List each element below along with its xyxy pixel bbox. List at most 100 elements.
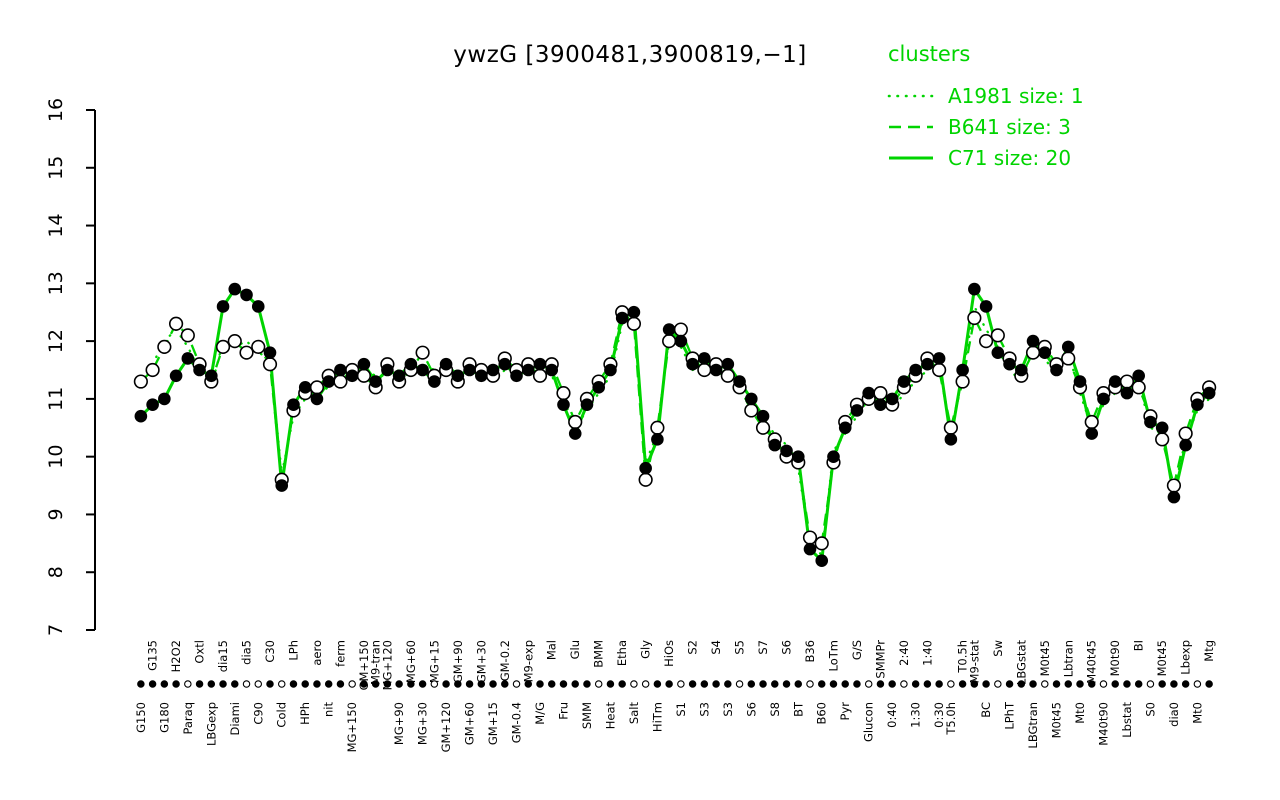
data-point-filled — [1073, 375, 1087, 388]
data-point-filled — [815, 554, 829, 567]
data-point-filled — [545, 363, 559, 377]
axis-dot-filled — [923, 680, 932, 688]
axis-dot-filled — [336, 680, 345, 688]
axis-dot-filled — [442, 680, 450, 688]
data-point-filled — [369, 375, 382, 388]
data-point-filled — [205, 369, 218, 383]
data-point-filled — [745, 392, 758, 406]
data-point-filled — [1108, 375, 1122, 388]
x-tick-label: Lbexp — [1179, 640, 1193, 675]
legend-item-b641: B641 size: 3 — [886, 111, 1084, 142]
axis-dot-filled — [231, 680, 239, 688]
data-point-open — [650, 420, 665, 435]
x-tick-label: GM+15 — [486, 702, 500, 745]
x-tick-label: S6 — [780, 640, 794, 655]
x-tick-label: Lbtran — [1061, 640, 1075, 677]
dotted-line-icon — [887, 94, 935, 97]
axis-dot-filled — [148, 680, 157, 688]
data-point-filled — [838, 421, 852, 435]
data-point-open — [1061, 351, 1076, 366]
axis-dot-filled — [489, 680, 497, 688]
x-tick-label: dia0 — [1167, 702, 1181, 727]
data-point-filled — [568, 427, 582, 440]
x-tick-label: Cold — [275, 702, 289, 728]
axis-dot-filled — [289, 680, 298, 688]
data-point-filled — [885, 392, 899, 406]
data-point-filled — [134, 409, 148, 423]
x-tick-label: BC — [979, 702, 993, 718]
data-point-filled — [791, 450, 805, 463]
axis-dot-open — [184, 680, 192, 688]
x-tick-label: S1 — [674, 702, 688, 717]
axis-dot-open — [430, 680, 439, 688]
data-point-filled — [533, 357, 547, 371]
x-tick-label: 0:40 — [885, 702, 899, 728]
x-tick-label: MG+120 — [380, 640, 394, 690]
x-tick-label: HiOs — [662, 640, 676, 667]
x-tick-label: GM+150 — [357, 640, 371, 690]
x-tick-label: SMM — [580, 702, 594, 729]
x-tick-label: M9-exp — [521, 640, 535, 682]
data-point-filled — [1132, 369, 1145, 383]
y-tick-label: 7 — [45, 624, 67, 636]
axis-dot-filled — [207, 680, 216, 688]
axis-dot-filled — [1017, 680, 1026, 688]
data-point-filled — [862, 386, 875, 400]
y-tick-label: 10 — [45, 445, 67, 469]
x-tick-label: BI — [1132, 640, 1146, 651]
axis-dot-open — [277, 680, 286, 688]
axis-dot-filled — [782, 680, 791, 688]
x-tick-label: aero — [310, 640, 324, 666]
x-tick-label: Pyr — [838, 702, 852, 721]
page-title: ywzG [3900481,3900819,−1] — [453, 42, 807, 68]
data-point-filled — [850, 404, 864, 417]
data-point-open — [943, 420, 958, 435]
data-point-filled — [1085, 427, 1099, 440]
data-point-filled — [498, 357, 512, 371]
axis-dot-filled — [371, 680, 380, 688]
data-point-filled — [158, 392, 171, 406]
x-tick-label: M0t45 — [1038, 640, 1052, 676]
x-tick-label: C30 — [263, 640, 277, 663]
axis-dot-filled — [712, 680, 720, 688]
legend: clusters A1981 size: 1 B641 size: 3 C71 … — [886, 42, 1084, 173]
axis-dot-filled — [266, 680, 274, 688]
data-point-filled — [298, 381, 312, 394]
x-tick-label: GM-0.2 — [498, 640, 512, 681]
axis-dot-filled — [606, 680, 615, 688]
x-tick-label: BMM — [592, 640, 606, 668]
x-tick-label: LPhT — [1003, 701, 1017, 730]
axis-dot-filled — [313, 680, 321, 688]
data-point-filled — [416, 363, 429, 377]
data-point-filled — [334, 363, 347, 377]
x-tick-label: S5 — [733, 640, 747, 655]
x-tick-label: S0 — [1143, 702, 1157, 717]
axis-dot-filled — [583, 680, 591, 688]
axis-dot-filled — [477, 680, 486, 688]
axis-dot-open — [630, 680, 638, 688]
data-point-open — [697, 362, 712, 378]
x-tick-label: 0:30 — [932, 702, 946, 728]
axis-dot-filled — [1123, 680, 1131, 688]
x-tick-label: GM+120 — [439, 702, 453, 752]
data-point-open — [251, 339, 266, 354]
data-point-filled — [592, 381, 605, 394]
y-tick-label: 8 — [45, 566, 67, 578]
axis-dot-open — [594, 680, 603, 688]
data-point-filled — [1155, 421, 1169, 435]
x-tick-label: 2:40 — [897, 640, 911, 666]
x-tick-label: 1:40 — [920, 640, 934, 666]
axis-dot-filled — [1029, 680, 1037, 688]
axis-dot-filled — [536, 680, 544, 688]
x-tick-label: T0.5h — [956, 640, 970, 674]
x-tick-label: Mtg — [1202, 640, 1216, 662]
data-point-filled — [275, 479, 289, 492]
data-point-filled — [557, 398, 570, 411]
axis-dot-filled — [876, 680, 885, 688]
x-tick-label: BT — [791, 701, 805, 717]
data-point-filled — [510, 369, 523, 383]
data-point-open — [626, 316, 642, 331]
data-point-filled — [709, 363, 723, 377]
x-tick-label: GM-0.4 — [510, 702, 524, 743]
